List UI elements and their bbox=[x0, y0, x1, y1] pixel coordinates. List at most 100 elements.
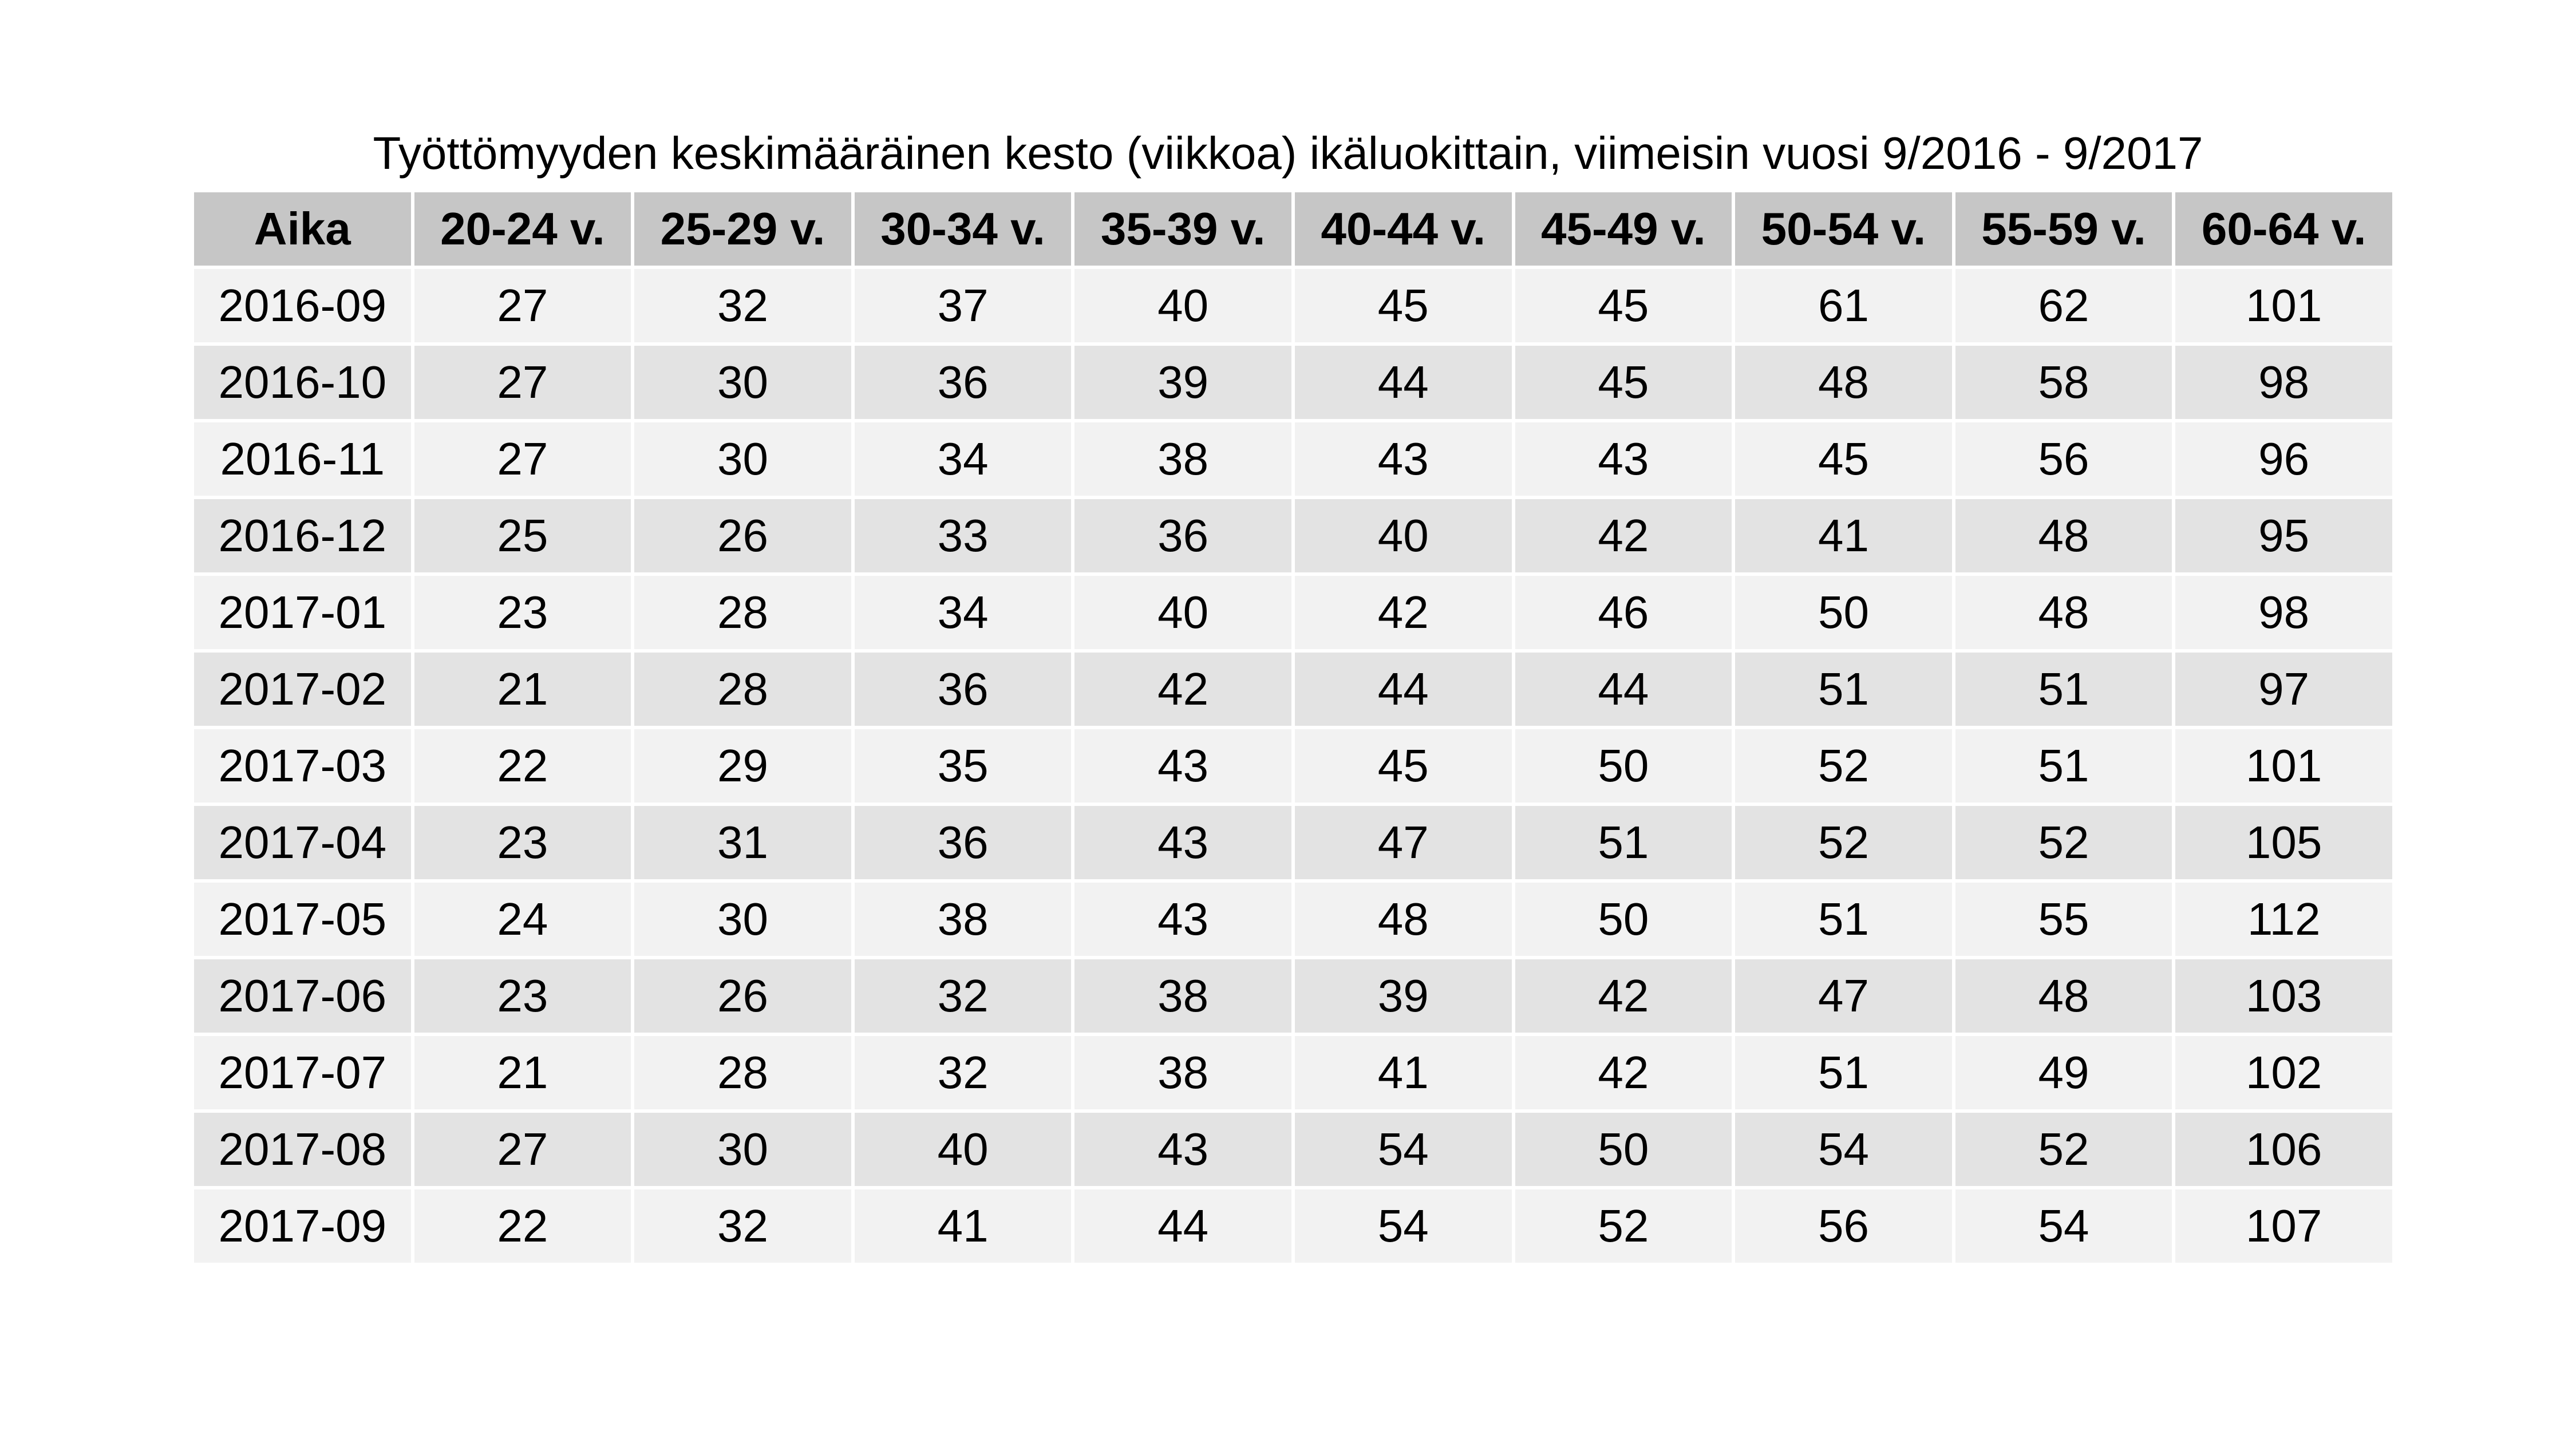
column-header: 55-59 v. bbox=[1951, 189, 2176, 269]
value-cell: 47 bbox=[1291, 803, 1515, 883]
value-cell: 52 bbox=[1511, 1186, 1736, 1266]
value-cell: 36 bbox=[851, 649, 1075, 729]
column-header-aika: Aika bbox=[191, 189, 414, 269]
value-cell: 30 bbox=[631, 342, 855, 422]
header-row: Aika 20-24 v. 25-29 v. 30-34 v. 35-39 v. 40-4… bbox=[191, 189, 2396, 269]
table-row: 2017-02 21 28 36 42 44 44 51 51 97 bbox=[191, 649, 2396, 729]
value-cell: 45 bbox=[1291, 726, 1515, 806]
value-cell: 107 bbox=[2172, 1186, 2396, 1266]
row-label-cell: 2016-10 bbox=[191, 342, 414, 422]
value-cell: 36 bbox=[1071, 496, 1295, 576]
value-cell: 46 bbox=[1511, 572, 1736, 653]
value-cell: 106 bbox=[2172, 1109, 2396, 1189]
value-cell: 37 bbox=[851, 266, 1075, 346]
value-cell: 29 bbox=[631, 726, 855, 806]
value-cell: 38 bbox=[1071, 419, 1295, 499]
value-cell: 42 bbox=[1511, 1033, 1736, 1113]
value-cell: 38 bbox=[1071, 956, 1295, 1036]
value-cell: 43 bbox=[1511, 419, 1736, 499]
column-header: 35-39 v. bbox=[1071, 189, 1295, 269]
value-cell: 48 bbox=[1732, 342, 1955, 422]
value-cell: 51 bbox=[1732, 649, 1955, 729]
value-cell: 52 bbox=[1951, 1109, 2176, 1189]
value-cell: 95 bbox=[2172, 496, 2396, 576]
value-cell: 30 bbox=[631, 1109, 855, 1189]
value-cell: 39 bbox=[1291, 956, 1515, 1036]
value-cell: 48 bbox=[1951, 956, 2176, 1036]
table-row: 2016-09 27 32 37 40 45 45 61 62 101 bbox=[191, 266, 2396, 346]
value-cell: 61 bbox=[1732, 266, 1955, 346]
value-cell: 42 bbox=[1071, 649, 1295, 729]
value-cell: 50 bbox=[1511, 726, 1736, 806]
value-cell: 45 bbox=[1291, 266, 1515, 346]
value-cell: 23 bbox=[410, 803, 635, 883]
value-cell: 25 bbox=[410, 496, 635, 576]
value-cell: 44 bbox=[1071, 1186, 1295, 1266]
value-cell: 50 bbox=[1511, 1109, 1736, 1189]
value-cell: 62 bbox=[1951, 266, 2176, 346]
value-cell: 43 bbox=[1291, 419, 1515, 499]
value-cell: 43 bbox=[1071, 1109, 1295, 1189]
value-cell: 45 bbox=[1511, 342, 1736, 422]
value-cell: 54 bbox=[1291, 1109, 1515, 1189]
table-row: 2017-06 23 26 32 38 39 42 47 48 103 bbox=[191, 956, 2396, 1036]
value-cell: 52 bbox=[1732, 803, 1955, 883]
value-cell: 112 bbox=[2172, 879, 2396, 959]
value-cell: 43 bbox=[1071, 726, 1295, 806]
value-cell: 28 bbox=[631, 572, 855, 653]
row-label-cell: 2017-03 bbox=[191, 726, 414, 806]
value-cell: 42 bbox=[1511, 496, 1736, 576]
value-cell: 38 bbox=[851, 879, 1075, 959]
value-cell: 51 bbox=[1732, 879, 1955, 959]
row-label-cell: 2017-07 bbox=[191, 1033, 414, 1113]
value-cell: 58 bbox=[1951, 342, 2176, 422]
value-cell: 45 bbox=[1732, 419, 1955, 499]
value-cell: 40 bbox=[1291, 496, 1515, 576]
value-cell: 30 bbox=[631, 879, 855, 959]
value-cell: 43 bbox=[1071, 803, 1295, 883]
row-label-cell: 2017-04 bbox=[191, 803, 414, 883]
value-cell: 35 bbox=[851, 726, 1075, 806]
value-cell: 41 bbox=[851, 1186, 1075, 1266]
value-cell: 52 bbox=[1951, 803, 2176, 883]
value-cell: 51 bbox=[1511, 803, 1736, 883]
row-label-cell: 2017-02 bbox=[191, 649, 414, 729]
table-row: 2017-09 22 32 41 44 54 52 56 54 107 bbox=[191, 1186, 2396, 1266]
value-cell: 26 bbox=[631, 956, 855, 1036]
value-cell: 31 bbox=[631, 803, 855, 883]
value-cell: 40 bbox=[1071, 572, 1295, 653]
row-label-cell: 2017-09 bbox=[191, 1186, 414, 1266]
value-cell: 105 bbox=[2172, 803, 2396, 883]
value-cell: 45 bbox=[1511, 266, 1736, 346]
value-cell: 52 bbox=[1732, 726, 1955, 806]
table-title: Työttömyyden keskimääräinen kesto (viikk… bbox=[373, 128, 2203, 179]
value-cell: 41 bbox=[1291, 1033, 1515, 1113]
value-cell: 27 bbox=[410, 342, 635, 422]
table-row: 2017-04 23 31 36 43 47 51 52 52 105 bbox=[191, 803, 2396, 883]
value-cell: 50 bbox=[1732, 572, 1955, 653]
value-cell: 39 bbox=[1071, 342, 1295, 422]
value-cell: 98 bbox=[2172, 342, 2396, 422]
row-label-cell: 2016-09 bbox=[191, 266, 414, 346]
row-label-cell: 2016-11 bbox=[191, 419, 414, 499]
table-row: 2017-01 23 28 34 40 42 46 50 48 98 bbox=[191, 572, 2396, 653]
value-cell: 40 bbox=[1071, 266, 1295, 346]
value-cell: 27 bbox=[410, 266, 635, 346]
row-label-cell: 2016-12 bbox=[191, 496, 414, 576]
column-header: 25-29 v. bbox=[631, 189, 855, 269]
value-cell: 97 bbox=[2172, 649, 2396, 729]
value-cell: 43 bbox=[1071, 879, 1295, 959]
value-cell: 56 bbox=[1732, 1186, 1955, 1266]
table-row: 2016-12 25 26 33 36 40 42 41 48 95 bbox=[191, 496, 2396, 576]
value-cell: 54 bbox=[1951, 1186, 2176, 1266]
value-cell: 27 bbox=[410, 1109, 635, 1189]
value-cell: 42 bbox=[1291, 572, 1515, 653]
value-cell: 44 bbox=[1291, 342, 1515, 422]
value-cell: 44 bbox=[1291, 649, 1515, 729]
value-cell: 98 bbox=[2172, 572, 2396, 653]
row-label-cell: 2017-01 bbox=[191, 572, 414, 653]
value-cell: 48 bbox=[1951, 572, 2176, 653]
value-cell: 32 bbox=[631, 1186, 855, 1266]
value-cell: 36 bbox=[851, 342, 1075, 422]
value-cell: 103 bbox=[2172, 956, 2396, 1036]
